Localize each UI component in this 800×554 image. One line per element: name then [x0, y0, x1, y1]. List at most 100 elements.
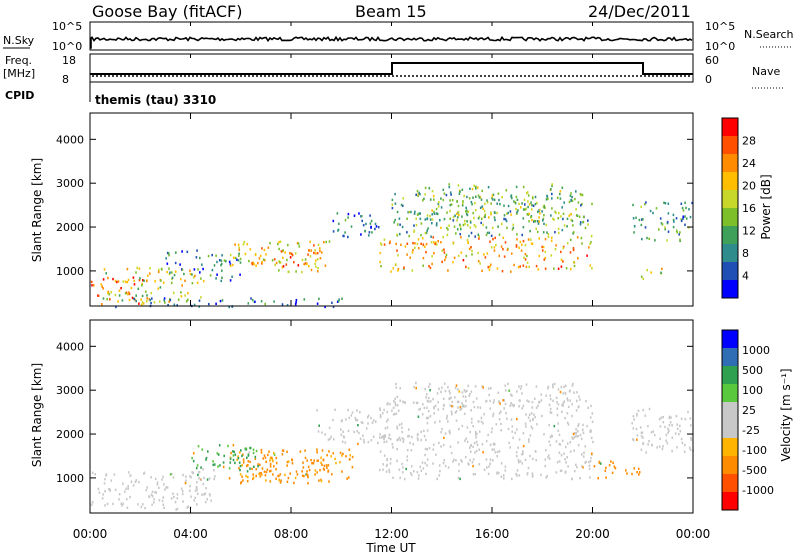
velocity-cell: [401, 426, 403, 429]
velocity-cell: [679, 430, 682, 433]
velocity-cell: [540, 473, 542, 477]
velocity-cell: [566, 421, 569, 424]
power-cell: [239, 273, 241, 276]
velocity-cell: [434, 421, 436, 424]
velocity-cell: [356, 418, 359, 422]
velocity-cell: [195, 466, 198, 470]
power-cell: [117, 280, 120, 283]
velocity-cell: [442, 397, 445, 400]
velocity-cell: [463, 389, 466, 392]
power-cell: [200, 277, 202, 280]
velocity-cell: [355, 418, 357, 422]
power-cell: [568, 214, 570, 217]
power-cell: [429, 266, 432, 270]
power-cell: [650, 271, 652, 274]
power-cell: [391, 198, 394, 202]
velocity-cell: [518, 405, 520, 408]
velocity-cell: [396, 395, 399, 399]
power-cell: [238, 252, 240, 255]
velocity-cell: [415, 401, 418, 405]
velocity-cell: [489, 399, 491, 403]
velocity-cell: [459, 408, 462, 411]
velocity-cell: [356, 430, 358, 433]
power-cell: [397, 267, 400, 271]
velocity-cell: [396, 459, 398, 463]
velocity-cell: [461, 460, 463, 463]
power-cell: [474, 202, 476, 205]
velocity-cell: [571, 384, 574, 387]
velocity-cell: [465, 399, 467, 402]
power-cell: [667, 212, 670, 215]
power-cell: [449, 199, 451, 202]
power-cell: [278, 240, 280, 244]
colorbar-tick-label: 28: [742, 135, 756, 148]
velocity-cell: [396, 427, 399, 430]
power-cell: [166, 262, 169, 265]
power-cell: [461, 215, 463, 218]
power-cell: [141, 301, 144, 304]
power-cell: [661, 223, 664, 226]
power-cell: [588, 246, 590, 249]
velocity-cell: [270, 456, 273, 459]
velocity-cell: [287, 476, 290, 480]
power-cell: [528, 212, 530, 216]
velocity-cell: [227, 444, 229, 448]
power-cell: [370, 225, 372, 229]
velocity-cell: [468, 394, 471, 398]
velocity-cell: [631, 422, 633, 425]
velocity-cell: [388, 468, 390, 472]
power-cell: [420, 222, 423, 225]
noise-panel-frame: [89, 21, 694, 51]
power-cell: [590, 241, 592, 244]
power-cell: [314, 252, 317, 255]
power-cell: [146, 279, 148, 283]
power-cell: [338, 298, 340, 301]
velocity-cell: [365, 427, 368, 430]
power-cell: [475, 209, 477, 212]
velocity-cell: [389, 458, 392, 461]
power-cell: [128, 298, 131, 302]
velocity-cell: [676, 423, 678, 426]
velocity-cell: [259, 463, 261, 466]
velocity-cell: [480, 420, 483, 423]
velocity-cell: [252, 448, 255, 451]
colorbar-tick-label: -1000: [742, 484, 774, 497]
power-cell: [490, 213, 492, 216]
power-cell: [524, 253, 527, 256]
velocity-cell: [106, 502, 109, 506]
velocity-cell: [566, 397, 569, 400]
power-cell: [101, 303, 103, 306]
velocity-cell: [679, 424, 681, 428]
power-cell: [301, 270, 303, 274]
power-cell: [215, 277, 217, 280]
power-cell: [569, 194, 572, 197]
velocity-cell: [349, 454, 351, 457]
velocity-cell: [575, 409, 578, 412]
power-cell: [474, 235, 476, 238]
power-cell: [126, 267, 129, 271]
power-cell: [561, 228, 564, 232]
power-cell: [286, 258, 288, 262]
velocity-cell: [579, 477, 581, 480]
power-cell: [685, 206, 687, 210]
power-cell: [522, 226, 525, 229]
power-cell: [479, 196, 482, 199]
power-cell: [318, 297, 320, 300]
power-cell: [419, 193, 421, 196]
power-cell: [413, 212, 416, 215]
velocity-cell: [303, 474, 305, 478]
power-cell: [310, 249, 312, 252]
velocity-cell: [282, 449, 285, 452]
velocity-cell: [580, 437, 583, 441]
power-cell: [448, 185, 451, 189]
velocity-cell: [516, 455, 518, 458]
power-cell: [434, 242, 436, 246]
power-cell: [462, 202, 464, 205]
velocity-cell: [120, 502, 123, 505]
power-cell: [133, 297, 136, 301]
power-cell: [559, 192, 561, 196]
velocity-cell: [500, 410, 502, 413]
power-cell: [516, 211, 518, 214]
power-cell: [436, 212, 439, 216]
velocity-cell: [435, 453, 437, 456]
